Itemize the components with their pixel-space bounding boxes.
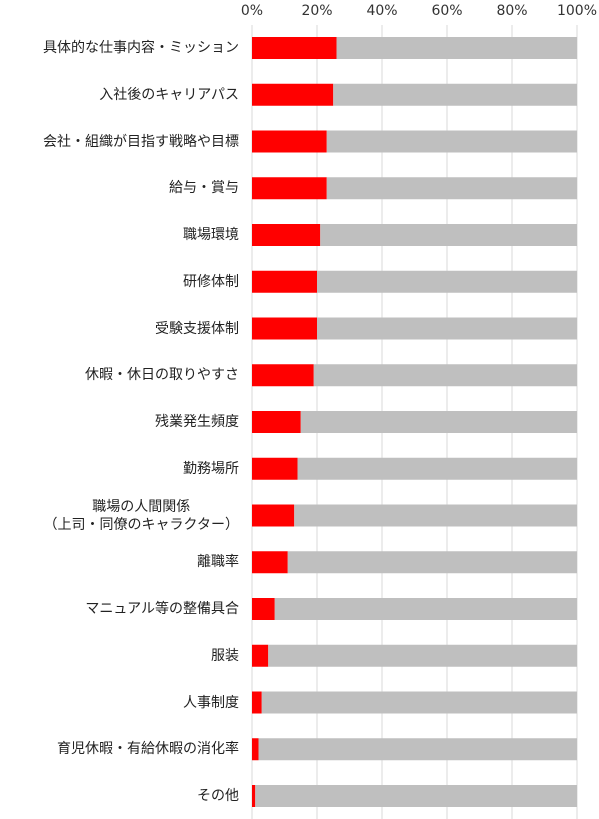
bar-segment: [255, 785, 577, 807]
bar-segment: [252, 644, 269, 667]
x-tick-label: 20%: [301, 3, 332, 19]
bar-segment: [252, 317, 317, 340]
category-label: 残業発生頻度: [155, 414, 239, 430]
category-label: 研修体制: [183, 273, 239, 290]
x-tick-label: 80%: [496, 3, 527, 19]
category-label: 職場環境: [183, 227, 239, 243]
bar-segment: [313, 364, 577, 387]
x-tick-label: 0%: [241, 3, 263, 19]
category-label: 職場の人間関係 （上司・同僚のキャラクター）: [43, 498, 239, 533]
bar-segment: [252, 457, 298, 480]
category-label: 入社後のキャリアパス: [99, 86, 239, 103]
bar-segment: [252, 551, 288, 574]
bar-segment: [294, 504, 577, 527]
bar-segment: [252, 83, 334, 106]
category-label: 服装: [211, 647, 239, 664]
x-tick-label: 60%: [431, 3, 462, 19]
x-tick-label: 100%: [557, 3, 597, 19]
category-label: マニュアル等の整備具合: [85, 601, 239, 617]
category-label: その他: [197, 788, 239, 804]
bar-segment: [252, 691, 262, 714]
category-label: 休暇・休日の取りやすさ: [85, 367, 239, 384]
category-label: 具体的な仕事内容・ミッション: [43, 40, 239, 56]
category-label: 育児休暇・有給休暇の消化率: [57, 741, 239, 758]
bar-segment: [252, 224, 321, 246]
bar-segment: [252, 785, 256, 807]
bar-segment: [252, 411, 301, 433]
bar-segment: [333, 83, 577, 106]
bar-segment: [252, 270, 317, 293]
bar-segment: [252, 598, 275, 620]
bar-segment: [261, 691, 577, 714]
bar-segment: [326, 177, 577, 200]
bar-segment: [252, 364, 314, 387]
x-tick-label: 40%: [366, 3, 397, 19]
bar-segment: [252, 130, 327, 153]
bar-segment: [252, 177, 327, 200]
bar-segment: [297, 457, 577, 480]
bar-segment: [252, 738, 259, 761]
bar-segment: [287, 551, 577, 574]
category-label: 受験支援体制: [155, 320, 239, 337]
bar-segment: [320, 224, 577, 246]
bar-segment: [268, 644, 577, 667]
category-label: 会社・組織が目指す戦略や目標: [43, 133, 239, 150]
bar-segment: [326, 130, 577, 153]
bar-segment: [317, 270, 577, 293]
bar-segment: [258, 738, 577, 761]
category-label: 給与・賞与: [169, 180, 239, 197]
bar-segment: [274, 598, 577, 620]
bar-segment: [252, 504, 295, 527]
bars: [252, 37, 577, 807]
category-label: 人事制度: [183, 694, 239, 711]
category-label: 離職率: [197, 554, 239, 571]
bar-segment: [317, 317, 577, 340]
bar-segment: [252, 37, 337, 59]
bar-segment: [300, 411, 577, 433]
category-label: 勤務場所: [183, 460, 239, 477]
bar-segment: [336, 37, 577, 59]
